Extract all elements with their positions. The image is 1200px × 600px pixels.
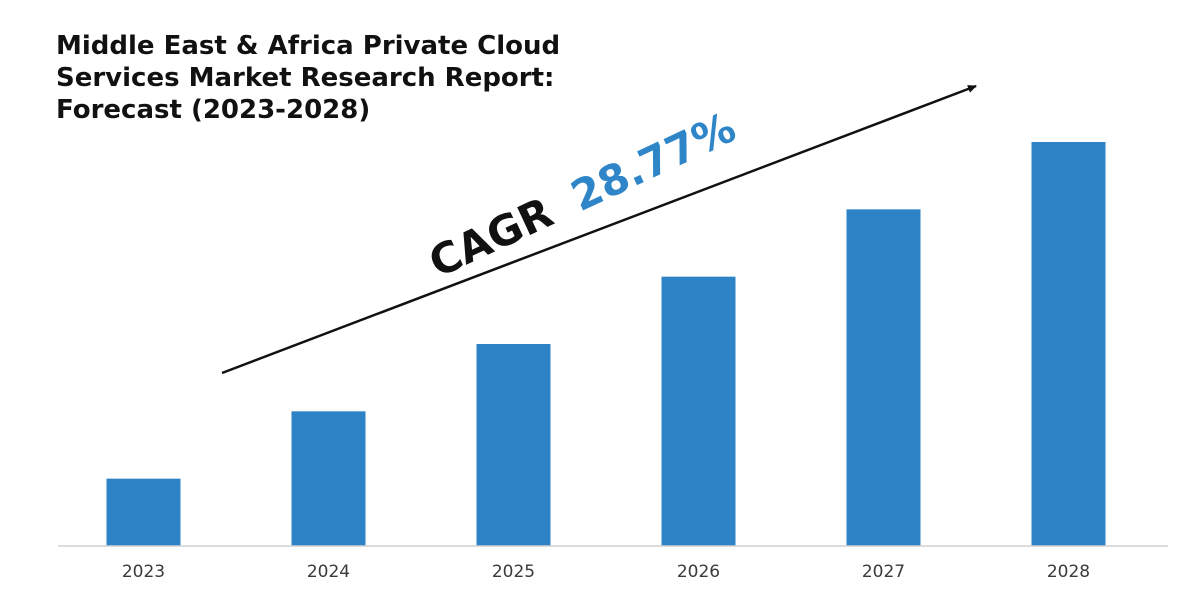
bar-2025 (476, 344, 551, 546)
x-tick-label-2027: 2027 (862, 562, 905, 582)
x-tick-labels: 2023 2024 2025 2026 2027 2028 (122, 562, 1090, 582)
trend-arrow (221, 84, 977, 375)
x-tick-label-2026: 2026 (677, 562, 720, 582)
x-tick-label-2025: 2025 (492, 562, 535, 582)
cagr-annotation: CAGR 28.77% (422, 102, 743, 287)
cagr-prefix: CAGR (422, 188, 561, 287)
bar-2026 (661, 276, 736, 546)
bar-2027 (846, 209, 921, 547)
title-line-2: Services Market Research Report: (56, 63, 555, 93)
x-tick-label-2028: 2028 (1047, 562, 1090, 582)
bars-layer (106, 142, 1106, 547)
bar-2023 (106, 478, 181, 546)
title-line-3: Forecast (2023-2028) (56, 95, 371, 125)
bar-2028 (1031, 142, 1106, 546)
cagr-value: 28.77% (564, 102, 743, 220)
chart-title: Middle East & Africa Private Cloud Servi… (56, 30, 656, 126)
x-tick-label-2024: 2024 (307, 562, 350, 582)
bar-2024 (291, 411, 366, 546)
x-tick-label-2023: 2023 (122, 562, 165, 582)
title-line-1: Middle East & Africa Private Cloud (56, 31, 561, 61)
